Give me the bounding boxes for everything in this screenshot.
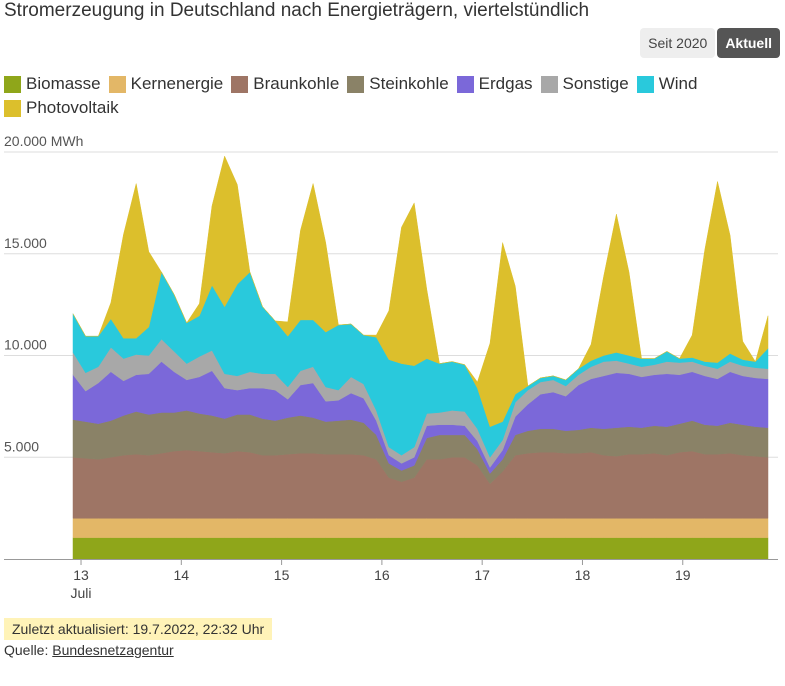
legend-label: Photovoltaik: [26, 98, 119, 117]
legend-item-photovoltaik: Photovoltaik: [4, 96, 119, 120]
x-tick-label: 16: [374, 567, 390, 583]
legend-swatch: [4, 99, 21, 117]
legend-item-wind: Wind: [636, 72, 698, 96]
legend-swatch: [4, 75, 21, 93]
legend-swatch: [108, 75, 126, 93]
legend-label: Wind: [658, 74, 698, 93]
legend-label: Sonstige: [562, 74, 629, 93]
legend-swatch: [231, 75, 249, 93]
y-tick-label: 10.000: [4, 337, 47, 353]
x-tick-label: 18: [575, 567, 591, 583]
stacked-area-chart: 5.000 10.000 15.000 13 Juli 14 15 16 17 18 19: [4, 151, 778, 601]
legend-item-braunkohle: Braunkohle: [231, 72, 339, 96]
x-tick-label: 14: [174, 567, 190, 583]
y-tick-label: 5.000: [4, 438, 39, 454]
legend-item-sonstige: Sonstige: [540, 72, 629, 96]
legend-label: Kernenergie: [130, 74, 224, 93]
area-photovoltaik: [72, 155, 769, 428]
y-tick-label: 15.000: [4, 235, 47, 251]
x-tick-label: 19: [675, 567, 691, 583]
source-link[interactable]: Bundesnetzagentur: [52, 642, 174, 658]
legend-swatch: [456, 75, 474, 93]
view-toggle: Seit 2020 Aktuell: [640, 28, 780, 58]
area-kernenergie: [72, 518, 769, 538]
legend-label: Biomasse: [26, 74, 101, 93]
x-tick-label: 13: [73, 567, 89, 583]
source-prefix: Quelle:: [4, 642, 53, 658]
y-axis-top-label: 20.000 MWh: [4, 133, 84, 149]
legend-item-steinkohle: Steinkohle: [347, 72, 449, 96]
source-line: Quelle: Bundesnetzagentur: [4, 642, 174, 658]
legend-swatch: [540, 75, 558, 93]
since-2020-button[interactable]: Seit 2020: [640, 28, 716, 58]
legend-swatch: [347, 75, 365, 93]
current-button[interactable]: Aktuell: [717, 28, 780, 58]
chart-title: Stromerzeugung in Deutschland nach Energ…: [4, 0, 590, 21]
legend-item-kernenergie: Kernenergie: [108, 72, 224, 96]
x-tick-label: 15: [274, 567, 290, 583]
legend-label: Braunkohle: [253, 74, 340, 93]
x-tick-sublabel: Juli: [71, 585, 92, 601]
x-tick-label: 17: [474, 567, 490, 583]
chart-legend: Biomasse Kernenergie Braunkohle Steinkohle E…: [4, 72, 764, 120]
area-biomasse: [72, 537, 769, 560]
legend-label: Steinkohle: [369, 74, 449, 93]
legend-item-biomasse: Biomasse: [4, 72, 101, 96]
last-updated-note: Zuletzt aktualisiert: 19.7.2022, 22:32 U…: [4, 618, 273, 640]
legend-swatch: [636, 75, 654, 93]
legend-item-erdgas: Erdgas: [456, 72, 533, 96]
legend-label: Erdgas: [478, 74, 533, 93]
